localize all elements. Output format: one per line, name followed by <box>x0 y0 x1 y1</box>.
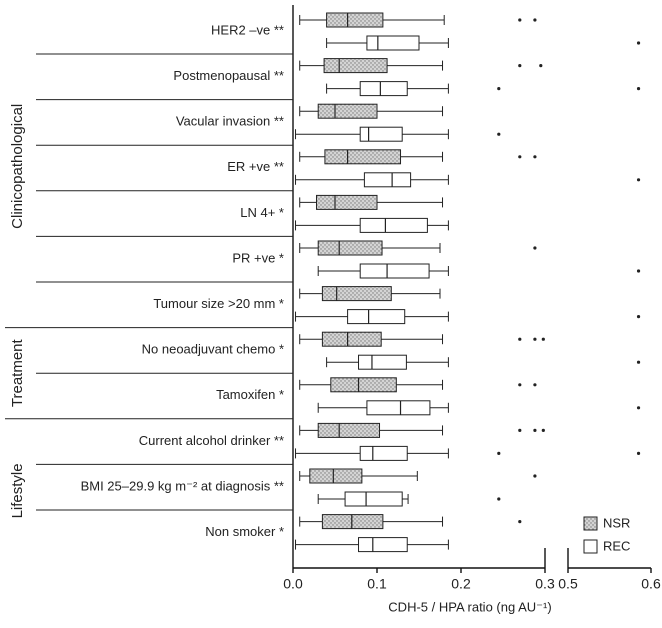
outlier <box>636 315 641 319</box>
outlier <box>636 178 641 182</box>
box <box>323 58 388 74</box>
box <box>330 377 397 393</box>
x-tick-label: 0.6 <box>641 576 661 592</box>
outlier <box>497 87 501 91</box>
x-axis-title: CDH-5 / HPA ratio (ng AU⁻¹) <box>388 599 551 614</box>
box <box>347 309 406 325</box>
category-label: LN 4+ * <box>240 205 284 220</box>
outlier <box>533 337 537 341</box>
x-tick-label: 0.3 <box>535 576 555 592</box>
outlier <box>533 246 537 250</box>
outlier <box>497 497 501 501</box>
box <box>321 286 392 302</box>
outlier <box>541 428 545 432</box>
outlier <box>636 406 641 410</box>
x-tick-label: 0.5 <box>558 576 578 592</box>
box <box>359 217 428 233</box>
box <box>359 81 408 97</box>
box <box>321 331 382 347</box>
box <box>326 12 384 28</box>
outlier <box>518 64 522 68</box>
outlier <box>497 451 501 455</box>
legend-swatch <box>583 516 598 531</box>
box <box>358 537 408 553</box>
outlier <box>518 428 522 432</box>
outlier <box>533 428 537 432</box>
box <box>317 422 381 438</box>
category-label: Tamoxifen * <box>216 387 284 402</box>
outlier <box>636 41 641 45</box>
outlier <box>518 337 522 341</box>
outlier <box>533 18 537 22</box>
box <box>359 445 408 461</box>
group-label: Treatment <box>9 338 26 407</box>
box <box>316 194 378 210</box>
x-tick-label: 0.2 <box>451 576 471 592</box>
x-tick-label: 0.1 <box>367 576 387 592</box>
box <box>317 240 383 256</box>
group-label: Lifestyle <box>9 463 26 518</box>
box <box>366 400 431 416</box>
outlier <box>497 132 501 136</box>
category-label: No neoadjuvant chemo * <box>142 342 284 357</box>
outlier <box>518 155 522 159</box>
box <box>359 126 403 142</box>
outlier <box>636 87 641 91</box>
category-label: Tumour size >20 mm * <box>153 296 284 311</box>
x-tick-label: 0.0 <box>283 576 303 592</box>
outlier <box>518 18 522 22</box>
legend-swatch <box>583 539 598 554</box>
box <box>344 491 403 507</box>
category-label: Current alcohol drinker ** <box>139 433 284 448</box>
group-label: Clinicopathological <box>9 104 26 229</box>
outlier <box>533 474 537 478</box>
box <box>359 263 430 279</box>
category-label: HER2 –ve ** <box>211 22 284 37</box>
outlier <box>636 360 641 364</box>
outlier <box>539 64 543 68</box>
outlier <box>518 383 522 387</box>
outlier <box>636 451 641 455</box>
category-label: Non smoker * <box>205 524 284 539</box>
box <box>324 149 402 165</box>
category-label: PR +ve * <box>232 250 284 265</box>
box <box>366 35 420 51</box>
legend-label: NSR <box>603 515 630 530</box>
box <box>317 103 378 119</box>
category-label: Vacular invasion ** <box>176 114 284 129</box>
category-label: Postmenopausal ** <box>173 68 284 83</box>
box <box>363 172 412 188</box>
outlier <box>533 383 537 387</box>
box <box>321 514 384 530</box>
legend-label: REC <box>603 538 630 553</box>
outlier <box>636 269 641 273</box>
box <box>358 354 407 370</box>
outlier <box>518 520 522 524</box>
outlier <box>541 337 545 341</box>
category-label: BMI 25–29.9 kg m⁻² at diagnosis ** <box>81 478 284 493</box>
box <box>309 468 363 484</box>
category-label: ER +ve ** <box>227 159 284 174</box>
outlier <box>533 155 537 159</box>
